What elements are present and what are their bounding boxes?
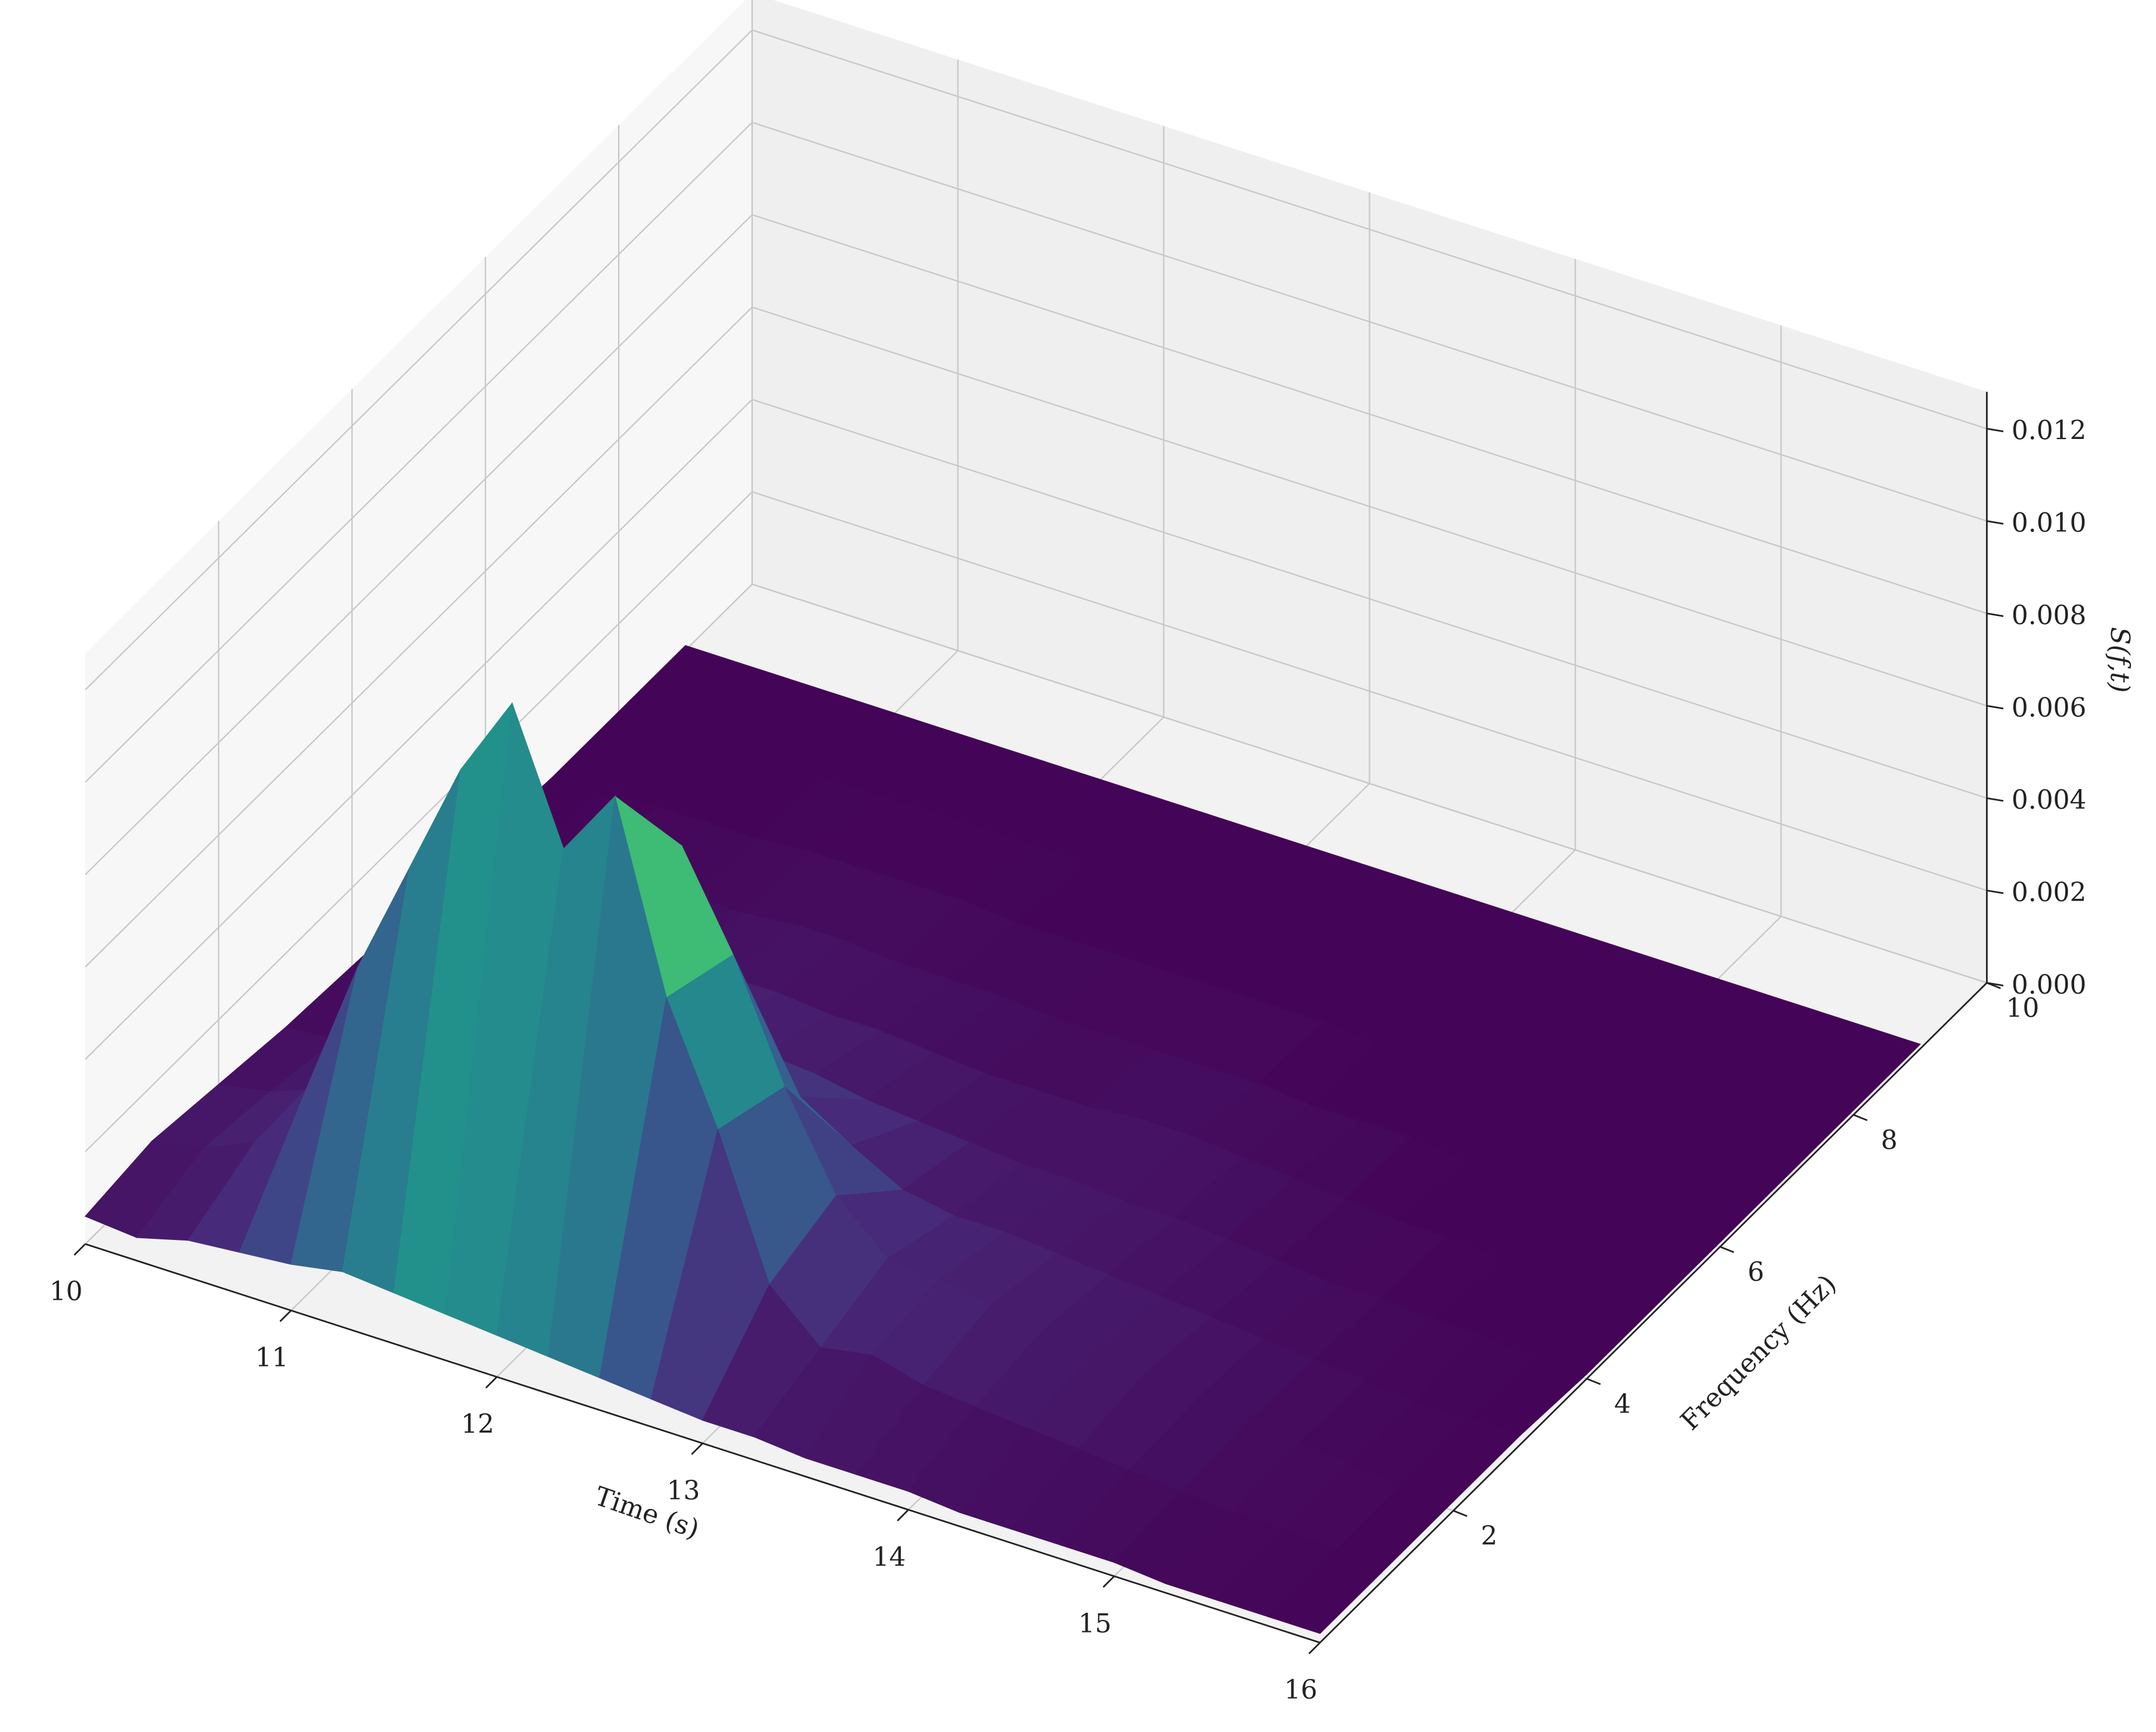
grid-line — [752, 29, 1987, 429]
z-tick-label: 0.012 — [2012, 416, 2086, 446]
y-tick — [1853, 1114, 1868, 1121]
x-tick-label: 15 — [1079, 1609, 1112, 1639]
x-tick-label: 11 — [255, 1343, 289, 1373]
z-tick-label: 0.000 — [2012, 970, 2086, 1000]
z-tick-label: 0.004 — [2012, 785, 2086, 815]
y-axis-label: Frequency (Hz) — [1675, 1269, 1842, 1436]
axis-line — [85, 1243, 1321, 1644]
y-tick — [1719, 1246, 1734, 1253]
grid-line — [752, 583, 1987, 984]
grid-line — [85, 29, 753, 691]
z-tick — [1987, 520, 2004, 525]
x-tick-label: 16 — [1284, 1675, 1318, 1705]
x-tick — [691, 1443, 703, 1455]
left-pane — [85, 0, 752, 1244]
axes: 101112131415162468100.0000.0020.0040.006… — [50, 391, 2086, 1705]
x-tick — [73, 1243, 86, 1256]
axis-line — [1319, 982, 1988, 1644]
x-tick-label: 14 — [873, 1542, 906, 1572]
y-tick-label: 6 — [1747, 1257, 1764, 1288]
grid-line — [752, 398, 1987, 799]
x-tick-label: 13 — [667, 1476, 700, 1506]
y-tick-label: 2 — [1481, 1521, 1497, 1551]
y-tick-label: 8 — [1881, 1125, 1898, 1155]
grid-line — [85, 122, 753, 783]
x-tick-label: 12 — [461, 1409, 495, 1440]
z-tick — [1987, 889, 2004, 895]
grid-line — [752, 214, 1987, 614]
y-tick-label: 4 — [1614, 1389, 1631, 1419]
grid-line — [85, 399, 753, 1060]
grid-line — [85, 307, 753, 968]
x-tick-label: 10 — [50, 1276, 83, 1307]
z-tick — [1987, 613, 2004, 617]
y-tick-label: 10 — [2006, 993, 2040, 1023]
x-tick — [279, 1310, 292, 1322]
y-tick — [1453, 1510, 1468, 1517]
x-tick — [1102, 1575, 1115, 1588]
z-tick-label: 0.006 — [2012, 692, 2086, 723]
grid-line — [752, 122, 1987, 522]
x-tick — [897, 1509, 909, 1521]
z-tick-label: 0.010 — [2012, 508, 2086, 539]
grid-line — [752, 306, 1987, 707]
grid-line — [85, 214, 753, 876]
z-tick-label: 0.002 — [2012, 877, 2086, 908]
x-tick — [1308, 1642, 1321, 1654]
z-tick — [1987, 797, 2004, 802]
grid-line — [752, 491, 1987, 892]
y-tick — [1586, 1378, 1601, 1385]
z-tick — [1987, 704, 2004, 710]
z-tick — [1987, 428, 2004, 432]
z-tick-label: 0.008 — [2012, 600, 2086, 630]
z-tick — [1987, 982, 2004, 986]
z-axis-label: S(f,t) — [2104, 627, 2135, 692]
surface — [84, 645, 1921, 1634]
grid-line — [85, 491, 753, 1152]
surface-patch — [1268, 1550, 1388, 1634]
x-tick — [485, 1376, 498, 1389]
